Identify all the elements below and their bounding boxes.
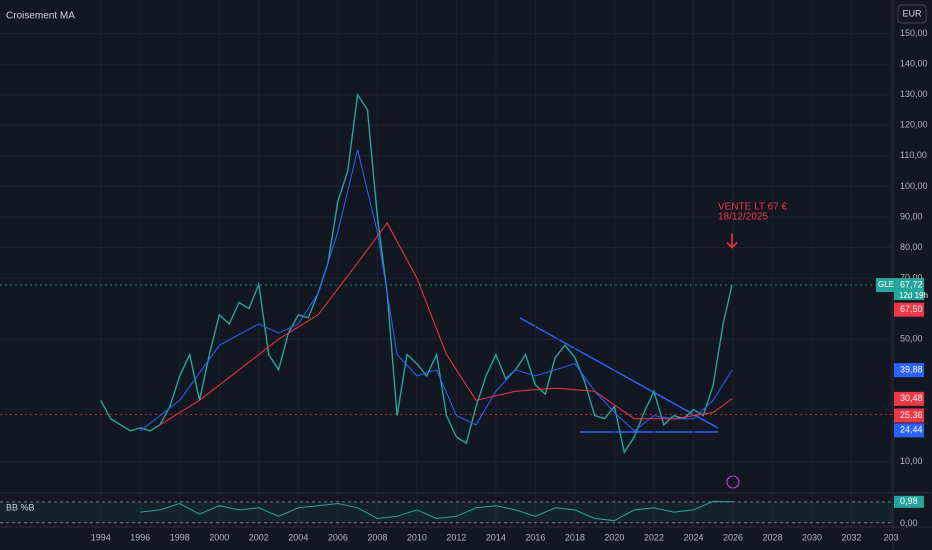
- y-tick-label: 140,00: [900, 59, 928, 69]
- indicator-title: Croisement MA: [6, 11, 75, 22]
- annotation-arrow: [726, 233, 738, 249]
- x-tick-label: 2026: [723, 532, 743, 542]
- x-tick-label: 2012: [446, 532, 466, 542]
- trendline[interactable]: [519, 317, 719, 429]
- price-tag: [894, 363, 924, 378]
- price-tag: [894, 391, 924, 406]
- x-tick-label: 2008: [367, 532, 387, 542]
- x-tick-label: 1998: [170, 532, 190, 542]
- x-tick-label: 2016: [525, 532, 545, 542]
- symbol-label: GLE: [878, 280, 894, 289]
- countdown: 12d 19h: [899, 291, 928, 300]
- price-line-series: [159, 222, 733, 426]
- price-line-series: [139, 149, 733, 432]
- annotation: VENTE LT 67 €: [718, 202, 788, 213]
- x-tick-label: 2028: [762, 532, 782, 542]
- x-tick-label: 2014: [486, 532, 506, 542]
- price-tag: [894, 423, 924, 438]
- x-tick-label: 2018: [565, 532, 585, 542]
- x-tick-label: 2032: [841, 532, 861, 542]
- y-tick-label: 90,00: [900, 211, 923, 221]
- indicator-line: [140, 500, 733, 522]
- y-tick-label: 50,00: [900, 334, 923, 344]
- y-tick-label: 110,00: [900, 150, 927, 160]
- price-tag-label: 30,48: [900, 393, 923, 403]
- indicator-tag: [894, 495, 924, 508]
- x-tick-label: 2022: [644, 532, 664, 542]
- price-tag-label: 67,50: [900, 304, 923, 314]
- x-tick-label: 2006: [328, 532, 348, 542]
- x-tick-label: 2000: [209, 532, 229, 542]
- price-tag: [894, 278, 924, 301]
- indicator-name: BB %B: [6, 502, 35, 512]
- x-tick-label: 2024: [683, 532, 703, 542]
- y-tick-label: 80,00: [900, 242, 923, 252]
- x-tick-label: 2010: [407, 532, 427, 542]
- indicator-tag-label: 0,00: [900, 518, 918, 528]
- y-tick-label: 10,00: [900, 456, 923, 466]
- price-line-series: [100, 92, 733, 455]
- annotation-date: 18/12/2025: [718, 212, 768, 223]
- x-tick-label: 2002: [249, 532, 269, 542]
- band-fill: [0, 501, 893, 523]
- x-tick-label: 1996: [130, 532, 150, 542]
- price-tag-label: 67,72: [900, 279, 923, 289]
- y-tick-label: 150,00: [900, 28, 928, 38]
- x-tick-label: 1994: [91, 532, 111, 542]
- indicator-tag-label: 0,98: [900, 496, 918, 506]
- x-tick-label: 2020: [604, 532, 624, 542]
- x-tick-label: 2004: [288, 532, 308, 542]
- x-tick-label: 2030: [802, 532, 822, 542]
- y-tick-label: 130,00: [900, 89, 928, 99]
- price-tag-label: 39,88: [900, 365, 923, 375]
- price-tag: [894, 408, 924, 423]
- y-tick-label: 70,00: [900, 272, 923, 282]
- y-tick-label: 100,00: [900, 181, 928, 191]
- price-tag: [894, 302, 924, 317]
- currency-box[interactable]: [897, 4, 927, 24]
- price-tag-label: 25,36: [900, 410, 923, 420]
- price-tag-label: 24,44: [900, 425, 923, 435]
- currency[interactable]: EUR: [902, 8, 922, 18]
- x-tick-label: 203: [884, 532, 899, 542]
- y-tick-label: 120,00: [900, 120, 928, 130]
- symbol-tag: [876, 278, 894, 293]
